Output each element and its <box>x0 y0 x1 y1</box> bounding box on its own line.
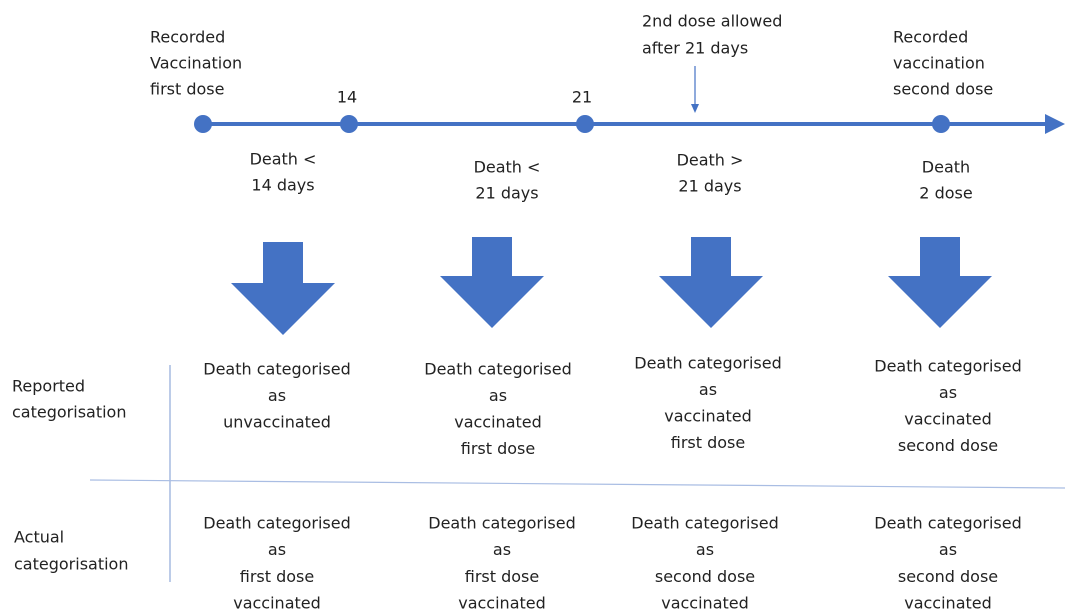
actual-text: as <box>939 540 957 559</box>
timeline-point <box>932 115 950 133</box>
actual-text: Death categorised <box>203 514 351 533</box>
point-label: second dose <box>893 80 993 99</box>
reported-text: first dose <box>461 439 535 458</box>
reported-text: Death categorised <box>634 354 782 373</box>
death-label: Death < <box>474 158 541 177</box>
point-label: first dose <box>150 80 224 99</box>
reported-text: unvaccinated <box>223 413 331 432</box>
reported-text: Death categorised <box>424 360 572 379</box>
row-label: Actual <box>14 528 64 547</box>
point-label: Vaccination <box>150 54 242 73</box>
reported-text: as <box>939 383 957 402</box>
timeline-point <box>194 115 212 133</box>
point-label: vaccination <box>893 54 985 73</box>
actual-text: first dose <box>240 567 314 586</box>
point-label: 21 <box>572 88 592 107</box>
death-label: 21 days <box>678 177 741 196</box>
actual-text: vaccinated <box>458 594 546 613</box>
reported-text: Death categorised <box>874 357 1022 376</box>
actual-text: as <box>493 540 511 559</box>
down-arrow <box>440 237 544 328</box>
actual-text: second dose <box>898 567 998 586</box>
actual-text: Death categorised <box>874 514 1022 533</box>
reported-text: second dose <box>898 436 998 455</box>
death-label: Death < <box>250 150 317 169</box>
down-arrow <box>659 237 763 328</box>
actual-text: as <box>268 540 286 559</box>
actual-text: vaccinated <box>233 594 321 613</box>
divider-horizontal <box>89 479 1066 489</box>
death-label: 14 days <box>251 176 314 195</box>
annotation-arrowhead <box>691 104 699 113</box>
actual-text: Death categorised <box>428 514 576 533</box>
point-label: Recorded <box>150 28 225 47</box>
row-label: categorisation <box>14 555 128 574</box>
row-label: Reported <box>12 377 85 396</box>
reported-text: as <box>268 386 286 405</box>
actual-text: vaccinated <box>661 594 749 613</box>
reported-text: Death categorised <box>203 360 351 379</box>
actual-text: first dose <box>465 567 539 586</box>
down-arrow <box>231 242 335 335</box>
death-label: 2 dose <box>919 184 972 203</box>
death-label: Death <box>922 158 970 177</box>
reported-text: vaccinated <box>454 413 542 432</box>
point-label: 14 <box>337 88 357 107</box>
reported-text: as <box>489 386 507 405</box>
reported-text: first dose <box>671 433 745 452</box>
death-label: 21 days <box>475 184 538 203</box>
point-label: Recorded <box>893 28 968 47</box>
reported-text: as <box>699 380 717 399</box>
actual-text: second dose <box>655 567 755 586</box>
reported-text: vaccinated <box>904 410 992 429</box>
annotation-label: after 21 days <box>642 39 748 58</box>
actual-text: as <box>696 540 714 559</box>
timeline-arrowhead <box>1045 114 1065 134</box>
annotation-label: 2nd dose allowed <box>642 12 782 31</box>
timeline-point <box>340 115 358 133</box>
actual-text: Death categorised <box>631 514 779 533</box>
row-label: categorisation <box>12 403 126 422</box>
timeline-point <box>576 115 594 133</box>
down-arrow <box>888 237 992 328</box>
actual-text: vaccinated <box>904 594 992 613</box>
reported-text: vaccinated <box>664 407 752 426</box>
death-label: Death > <box>677 151 744 170</box>
